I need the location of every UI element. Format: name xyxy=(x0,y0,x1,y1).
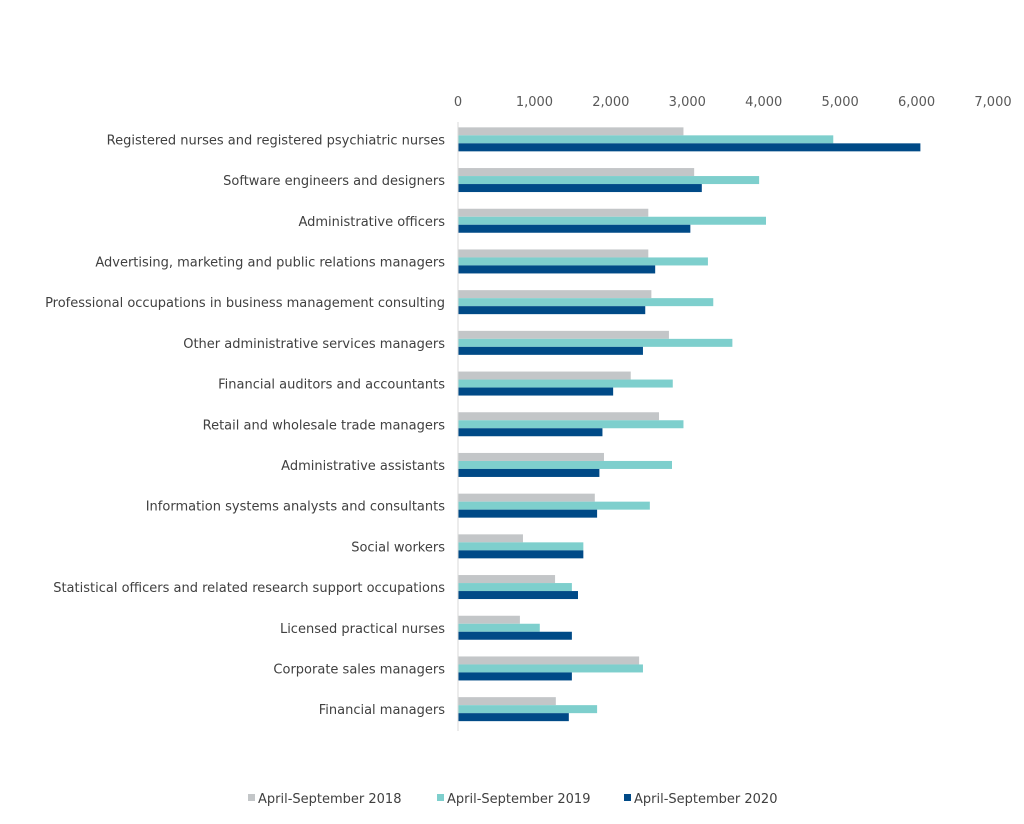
bar-april-september-2018 xyxy=(458,452,604,461)
bar-april-september-2019 xyxy=(458,705,598,714)
bar-april-september-2019 xyxy=(458,583,572,592)
category-label: Other administrative services managers xyxy=(183,337,445,352)
category-label: Retail and wholesale trade managers xyxy=(203,418,446,433)
legend-item: April-September 2018 xyxy=(248,792,401,807)
bar-april-september-2019 xyxy=(458,420,684,429)
bar-april-september-2019 xyxy=(458,623,540,632)
bar-april-september-2018 xyxy=(458,575,556,584)
x-tick-label: 4,000 xyxy=(745,95,782,110)
bar-april-september-2018 xyxy=(458,127,684,136)
bar-april-september-2018 xyxy=(458,290,652,299)
x-tick-label: 5,000 xyxy=(822,95,859,110)
x-tick-label: 3,000 xyxy=(669,95,706,110)
category-label: Administrative assistants xyxy=(281,459,445,474)
category-label: Statistical officers and related researc… xyxy=(53,581,445,596)
bar-april-september-2020 xyxy=(458,591,578,600)
bar-april-september-2019 xyxy=(458,298,714,307)
legend-item: April-September 2019 xyxy=(437,792,590,807)
bar-april-september-2020 xyxy=(458,468,600,477)
x-tick-label: 2,000 xyxy=(592,95,629,110)
category-label: Administrative officers xyxy=(298,215,445,230)
bar-april-september-2019 xyxy=(458,542,584,551)
x-tick-label: 0 xyxy=(454,95,462,110)
bar-april-september-2019 xyxy=(458,257,708,266)
bar-april-september-2018 xyxy=(458,412,660,421)
bar-april-september-2020 xyxy=(458,265,656,274)
bar-april-september-2018 xyxy=(458,330,669,339)
legend-label: April-September 2019 xyxy=(447,792,590,807)
bar-april-september-2018 xyxy=(458,656,640,665)
category-label: Information systems analysts and consult… xyxy=(146,500,445,515)
bar-april-september-2018 xyxy=(458,371,631,380)
bar-april-september-2020 xyxy=(458,346,643,355)
bar-april-september-2020 xyxy=(458,224,691,233)
category-label: Financial managers xyxy=(319,703,445,718)
bar-april-september-2018 xyxy=(458,208,649,217)
bar-april-september-2020 xyxy=(458,428,603,437)
bar-april-september-2020 xyxy=(458,143,921,152)
bar-april-september-2020 xyxy=(458,550,584,559)
bar-april-september-2018 xyxy=(458,168,695,177)
bar-april-september-2019 xyxy=(458,176,760,185)
bar-april-september-2018 xyxy=(458,534,523,543)
category-label: Advertising, marketing and public relati… xyxy=(95,255,445,270)
legend-item: April-September 2020 xyxy=(624,792,777,807)
legend-swatch xyxy=(248,794,255,801)
category-label: Financial auditors and accountants xyxy=(218,378,445,393)
bar-april-september-2020 xyxy=(458,184,702,193)
bar-april-september-2020 xyxy=(458,631,572,640)
category-label: Licensed practical nurses xyxy=(280,622,445,637)
bar-april-september-2018 xyxy=(458,615,520,624)
x-tick-label: 7,000 xyxy=(974,95,1011,110)
bar-april-september-2020 xyxy=(458,509,598,518)
bar-april-september-2018 xyxy=(458,697,556,706)
bar-april-september-2019 xyxy=(458,379,673,388)
category-label: Corporate sales managers xyxy=(273,662,445,677)
bar-april-september-2020 xyxy=(458,713,569,722)
legend-label: April-September 2018 xyxy=(258,792,401,807)
category-label: Professional occupations in business man… xyxy=(45,296,445,311)
category-label: Software engineers and designers xyxy=(223,174,445,189)
category-label: Registered nurses and registered psychia… xyxy=(107,133,446,148)
bar-april-september-2018 xyxy=(458,249,649,258)
category-label: Social workers xyxy=(351,540,445,555)
bar-april-september-2020 xyxy=(458,387,614,396)
legend-label: April-September 2020 xyxy=(634,792,777,807)
bar-april-september-2019 xyxy=(458,338,733,347)
legend-swatch xyxy=(437,794,444,801)
legend-swatch xyxy=(624,794,631,801)
bar-april-september-2019 xyxy=(458,135,834,144)
bar-april-september-2020 xyxy=(458,672,572,681)
bar-april-september-2019 xyxy=(458,216,767,225)
bar-april-september-2019 xyxy=(458,460,672,469)
bar-april-september-2018 xyxy=(458,493,595,502)
bar-april-september-2019 xyxy=(458,501,650,510)
x-tick-label: 6,000 xyxy=(898,95,935,110)
bar-april-september-2020 xyxy=(458,306,646,315)
bar-april-september-2019 xyxy=(458,664,643,673)
x-tick-label: 1,000 xyxy=(516,95,553,110)
